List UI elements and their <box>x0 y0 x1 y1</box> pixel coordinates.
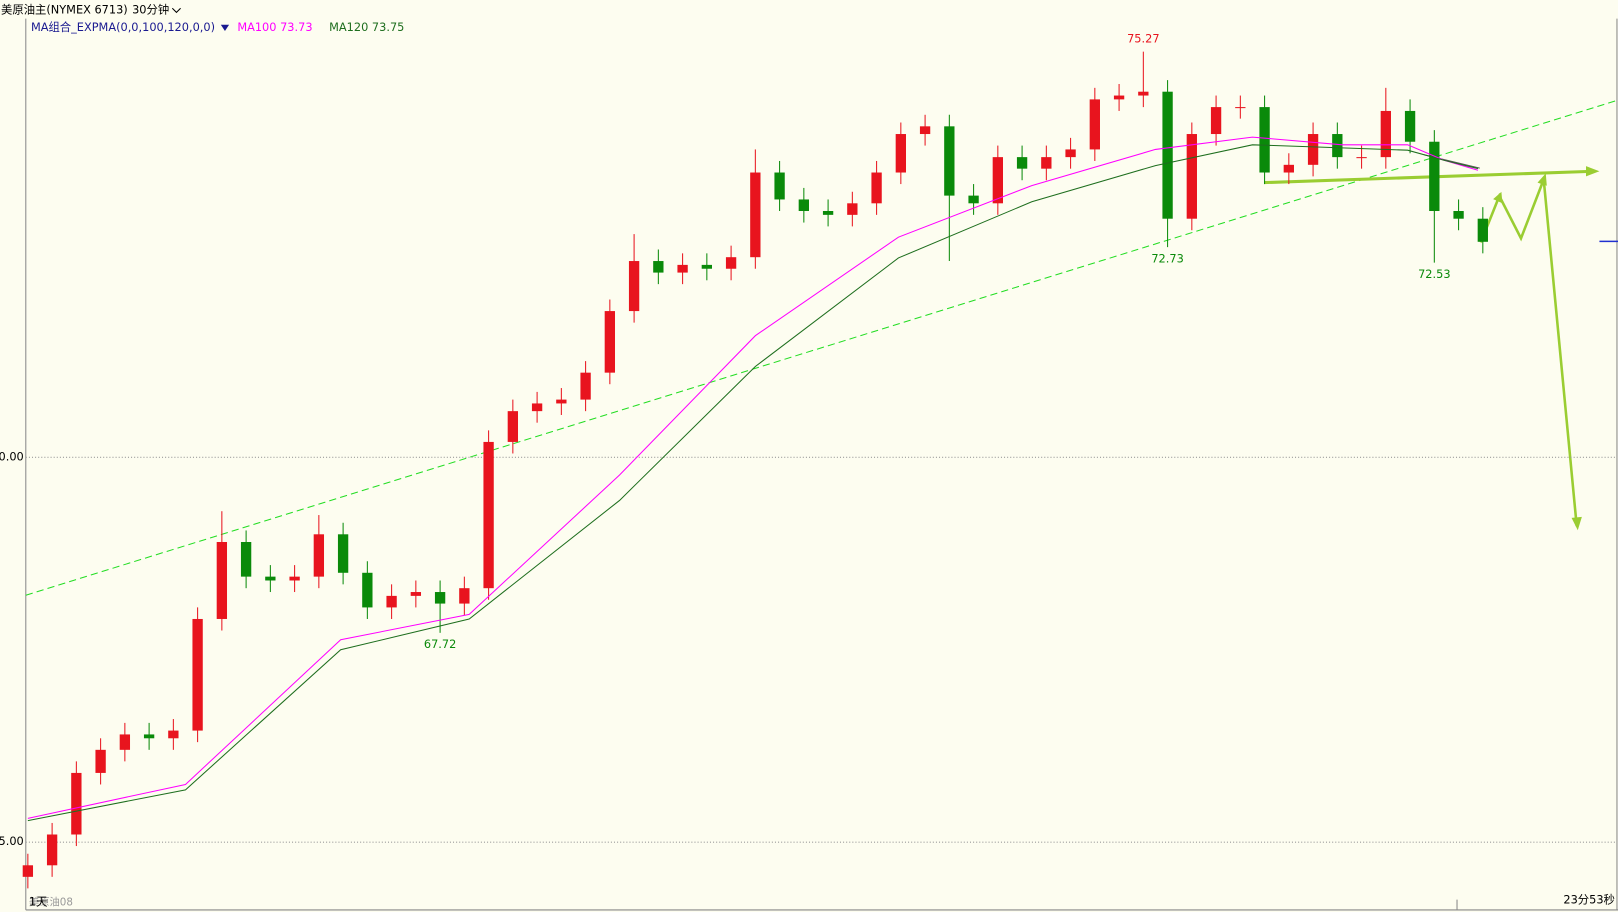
candle-body <box>240 541 252 577</box>
candle-body <box>895 134 906 173</box>
candle-body <box>1380 110 1391 158</box>
legend: MA100 73.73 MA120 73.75 <box>237 20 404 34</box>
candle-body <box>1307 134 1319 165</box>
candle-body <box>1089 99 1100 150</box>
candle-body <box>1113 95 1125 100</box>
legend-value: 73.75 <box>372 20 404 34</box>
legend-entry: MA100 73.73 <box>237 20 312 34</box>
candle-body <box>653 261 664 273</box>
candle-body <box>580 372 591 400</box>
plot: 65.00 70.00 75.27 72.73 67.72 72.53 <box>0 31 1617 889</box>
candle-body <box>701 264 713 269</box>
candle-body <box>507 411 519 442</box>
candle-body <box>968 195 979 204</box>
indicator-label: MA组合_EXPMA(0,0,100,120,0,0) <box>31 20 215 34</box>
extreme-label: 72.53 <box>1418 267 1450 281</box>
candle-body <box>192 618 203 731</box>
legend-name: MA120 <box>329 20 368 34</box>
candle-body <box>386 595 397 608</box>
candle-body <box>119 734 131 750</box>
forecast-path <box>1479 179 1579 527</box>
candle-body <box>774 172 785 200</box>
candle-body <box>95 749 106 773</box>
candle-body <box>289 576 300 581</box>
candle-body <box>313 534 325 577</box>
candle-body <box>628 261 640 312</box>
candle-body <box>22 865 34 877</box>
candle-body <box>337 534 349 573</box>
candle-body <box>434 592 446 604</box>
arrow-head <box>1586 166 1600 177</box>
candle-body <box>1453 211 1464 219</box>
candle-body <box>459 588 470 604</box>
contract-label: 美原油08 <box>29 896 73 909</box>
candle-body <box>604 311 616 373</box>
candle-body <box>46 834 58 866</box>
legend-name: MA100 <box>237 20 276 34</box>
title: 美原油主(NYMEX 6713) <box>1 2 128 16</box>
candle-body <box>1259 107 1270 173</box>
indicator-icon[interactable] <box>220 24 230 31</box>
candle-body <box>1356 157 1367 159</box>
candle-body <box>265 576 276 581</box>
candle-body <box>750 172 761 258</box>
candle-body <box>847 203 858 215</box>
candle-body <box>1477 218 1488 242</box>
candle-body <box>1065 149 1076 158</box>
candle-body <box>944 126 955 196</box>
candle-body <box>168 730 179 739</box>
candle-body <box>362 572 373 608</box>
legend-entry: MA120 73.75 <box>329 20 404 34</box>
trend-line <box>25 99 1618 596</box>
candle-body <box>1332 134 1343 158</box>
legend-value: 73.73 <box>280 20 312 34</box>
candle-body <box>992 157 1003 204</box>
extreme-label: 67.72 <box>424 637 456 651</box>
candle-body <box>1162 91 1173 219</box>
candle-body <box>1429 141 1440 212</box>
range-label: 1天 <box>29 895 48 909</box>
candle-body <box>919 126 931 135</box>
candle-body <box>483 441 494 589</box>
candle-body <box>1016 157 1028 169</box>
extreme-label: 72.73 <box>1151 252 1183 266</box>
candle-body <box>1404 110 1416 142</box>
candle-body <box>725 257 737 269</box>
y-tick-label: 70.00 <box>0 449 24 463</box>
candle-body <box>822 211 834 215</box>
candle-body <box>1041 157 1052 169</box>
period-selector[interactable]: 30分钟 <box>132 2 169 16</box>
candle-body <box>1210 107 1222 135</box>
extreme-label: 75.27 <box>1127 31 1159 45</box>
candle-body <box>798 199 809 212</box>
candle-body <box>1138 91 1149 96</box>
candle-body <box>143 734 155 739</box>
ma-line <box>27 144 1479 822</box>
candle-body <box>531 403 543 412</box>
candle-body <box>410 592 422 596</box>
candle-body <box>1235 107 1246 109</box>
countdown: 23分53秒 <box>1563 893 1615 907</box>
candle-body <box>216 541 228 619</box>
y-tick-label: 65.00 <box>0 834 24 848</box>
candle-body <box>1186 134 1197 219</box>
candle-body <box>871 172 882 204</box>
candle-body <box>556 399 567 404</box>
candle-body <box>677 264 688 273</box>
candle-body <box>71 772 82 835</box>
candle-body <box>1283 164 1294 173</box>
ma-line <box>27 136 1479 819</box>
dropdown-icon[interactable] <box>171 7 181 14</box>
